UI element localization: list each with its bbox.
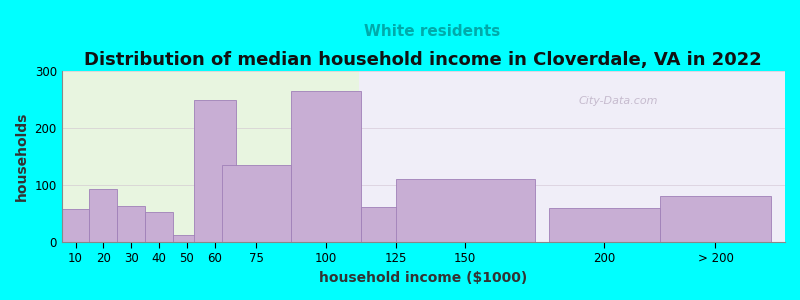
Bar [660, 196, 771, 242]
Text: City-Data.com: City-Data.com [579, 96, 658, 106]
Bar [145, 212, 173, 242]
Bar [62, 70, 359, 242]
X-axis label: household income ($1000): household income ($1000) [319, 271, 527, 285]
Y-axis label: households: households [15, 112, 29, 201]
Bar [361, 207, 430, 242]
Bar [395, 179, 534, 242]
Bar [222, 165, 291, 242]
Bar [118, 206, 145, 242]
Bar [90, 189, 118, 242]
Bar [549, 208, 660, 242]
Bar [194, 100, 235, 242]
Title: Distribution of median household income in Cloverdale, VA in 2022: Distribution of median household income … [85, 51, 762, 69]
Bar [291, 91, 361, 242]
Text: White residents: White residents [364, 24, 500, 39]
Bar [173, 235, 201, 242]
Bar [62, 209, 90, 242]
